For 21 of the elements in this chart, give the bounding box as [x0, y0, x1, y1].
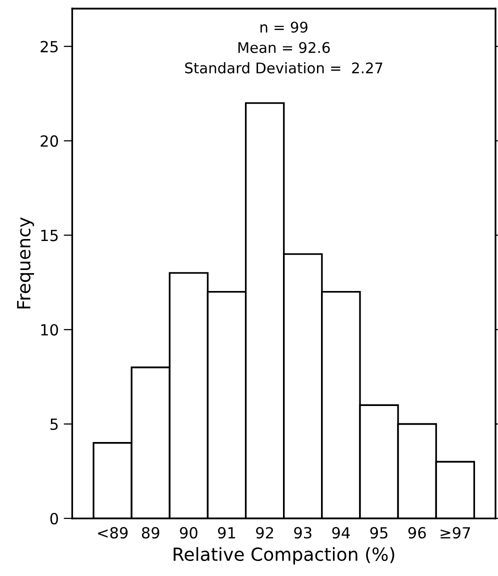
annotation: Mean = 92.6	[238, 42, 330, 54]
x-tick-label: 91	[218, 527, 236, 539]
y-tick-label: 10	[41, 324, 58, 336]
x-tick-label: 96	[408, 527, 426, 539]
y-tick-label: 15	[41, 230, 58, 242]
x-tick-label: 92	[256, 527, 274, 539]
annotation: n = 99	[260, 22, 308, 33]
y-tick-label: 20	[40, 135, 58, 147]
x-tick-label: 95	[370, 527, 388, 539]
x-tick-label: 93	[294, 527, 312, 539]
x-tick-label: 90	[180, 527, 198, 539]
x-tick-label: ≥97	[440, 527, 470, 539]
y-tick-label: 25	[40, 40, 58, 52]
annotation: Standard Deviation = 2.27	[185, 62, 382, 74]
x-tick-label: <89	[98, 527, 128, 539]
x-axis-title: Relative Compaction (%)	[174, 547, 394, 565]
y-tick-label: 5	[50, 418, 58, 430]
y-axis-title: Frequency	[17, 217, 34, 308]
x-tick-label: 89	[142, 527, 160, 539]
y-tick-label: 0	[50, 512, 58, 524]
x-tick-label: 94	[332, 527, 350, 539]
